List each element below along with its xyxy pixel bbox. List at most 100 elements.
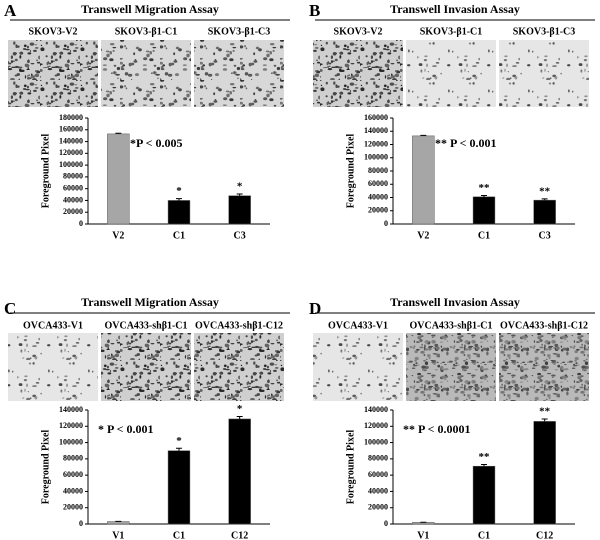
y-tick-label: 80000 (368, 454, 388, 463)
image-label: OVCA433-shβ1-C1 (409, 320, 492, 331)
panel-label: A (4, 1, 17, 20)
x-tick-label: C1 (478, 230, 490, 241)
y-axis-label: Foreground Pixel (345, 430, 356, 505)
y-tick-label: 120000 (59, 148, 83, 157)
y-tick-label: 100000 (59, 160, 83, 169)
y-tick-label: 140000 (364, 405, 388, 414)
y-tick-label: 120000 (364, 139, 388, 148)
y-tick-label: 140000 (364, 126, 388, 135)
image-label: OVCA433-shβ1-C1 (104, 320, 187, 331)
micrograph (406, 333, 496, 401)
y-axis-label: Foreground Pixel (345, 134, 356, 209)
panel-title: Transwell Migration Assay (81, 2, 219, 16)
annotation: * P < 0.001 (98, 422, 154, 436)
significance-marker: ** (539, 405, 551, 417)
panel-label: B (309, 1, 320, 20)
error-bar (541, 418, 548, 422)
error-bar (541, 198, 548, 201)
micrograph (8, 40, 98, 107)
bar (533, 421, 556, 525)
bar (472, 465, 496, 525)
error-bar (115, 132, 122, 134)
micrograph (406, 40, 496, 107)
x-tick-label: C3 (539, 230, 551, 241)
x-tick-label: C12 (231, 530, 248, 540)
bar (107, 521, 130, 525)
image-label: OVCA433-V1 (23, 320, 83, 331)
micrograph (8, 333, 98, 401)
micrograph (101, 333, 191, 401)
x-tick-label: C12 (536, 530, 553, 540)
error-bar (481, 195, 487, 197)
significance-marker: ** (479, 451, 491, 463)
y-tick-label: 40000 (368, 192, 388, 201)
x-tick-label: C3 (234, 230, 246, 241)
y-axis-label: Foreground Pixel (40, 430, 51, 505)
image-label: OVCA433-shβ1-C12 (195, 320, 283, 331)
significance-marker: * (237, 403, 243, 415)
y-tick-label: 20000 (368, 206, 388, 215)
image-label: SKOV3-β1-C1 (115, 26, 178, 37)
micrograph (313, 333, 403, 401)
y-tick-label: 40000 (63, 195, 83, 204)
y-tick-label: 20000 (368, 503, 388, 512)
y-tick-label: 0 (79, 519, 83, 528)
image-label: SKOV3-V2 (334, 26, 383, 37)
panel-title: Transwell Migration Assay (81, 295, 219, 309)
micrograph (194, 333, 284, 401)
y-tick-label: 80000 (63, 454, 83, 463)
significance-marker: * (176, 435, 182, 447)
y-tick-label: 80000 (63, 172, 83, 181)
y-tick-label: 60000 (368, 179, 388, 188)
y-tick-label: 100000 (59, 437, 83, 446)
annotation: *P < 0.005 (130, 136, 183, 150)
micrograph (101, 40, 191, 107)
micrograph (313, 40, 403, 107)
y-tick-label: 60000 (368, 470, 388, 479)
y-tick-label: 20000 (63, 503, 83, 512)
y-tick-label: 40000 (368, 486, 388, 495)
y-tick-label: 60000 (63, 470, 83, 479)
significance-marker: * (237, 180, 243, 192)
bar (412, 135, 435, 225)
image-label: SKOV3-β1-C3 (208, 26, 271, 37)
x-tick-label: C1 (478, 530, 490, 540)
y-tick-label: 100000 (364, 153, 388, 162)
y-tick-label: 160000 (364, 113, 388, 122)
image-label: SKOV3-β1-C1 (420, 26, 483, 37)
image-label: OVCA433-shβ1-C12 (500, 320, 588, 331)
error-bar (481, 464, 487, 467)
bar (533, 199, 556, 225)
significance-marker: ** (539, 185, 551, 197)
y-tick-label: 180000 (59, 113, 83, 122)
annotation: ** P < 0.001 (435, 136, 497, 150)
y-tick-label: 140000 (59, 405, 83, 414)
significance-marker: ** (479, 182, 491, 194)
y-tick-label: 0 (79, 219, 83, 228)
bar (228, 195, 251, 225)
panel-label: C (4, 299, 16, 318)
image-label: OVCA433-V1 (328, 320, 388, 331)
y-tick-label: 160000 (59, 125, 83, 134)
y-axis-label: Foreground Pixel (40, 134, 51, 209)
bar (107, 133, 130, 225)
bar (167, 200, 191, 225)
x-tick-label: C1 (173, 230, 185, 241)
x-tick-label: V1 (112, 530, 124, 540)
error-bar (236, 193, 243, 196)
panel-title: Transwell Invasion Assay (390, 2, 520, 16)
y-tick-label: 20000 (63, 207, 83, 216)
significance-marker: * (176, 185, 182, 197)
x-tick-label: V1 (417, 530, 429, 540)
y-tick-label: 140000 (59, 136, 83, 145)
panel-title: Transwell Invasion Assay (390, 295, 520, 309)
error-bar (236, 416, 243, 419)
error-bar (420, 134, 427, 136)
micrograph (194, 40, 284, 107)
x-tick-label: V2 (112, 230, 124, 241)
y-tick-label: 120000 (364, 421, 388, 430)
error-bar (176, 198, 182, 201)
image-label: SKOV3-V2 (29, 26, 78, 37)
